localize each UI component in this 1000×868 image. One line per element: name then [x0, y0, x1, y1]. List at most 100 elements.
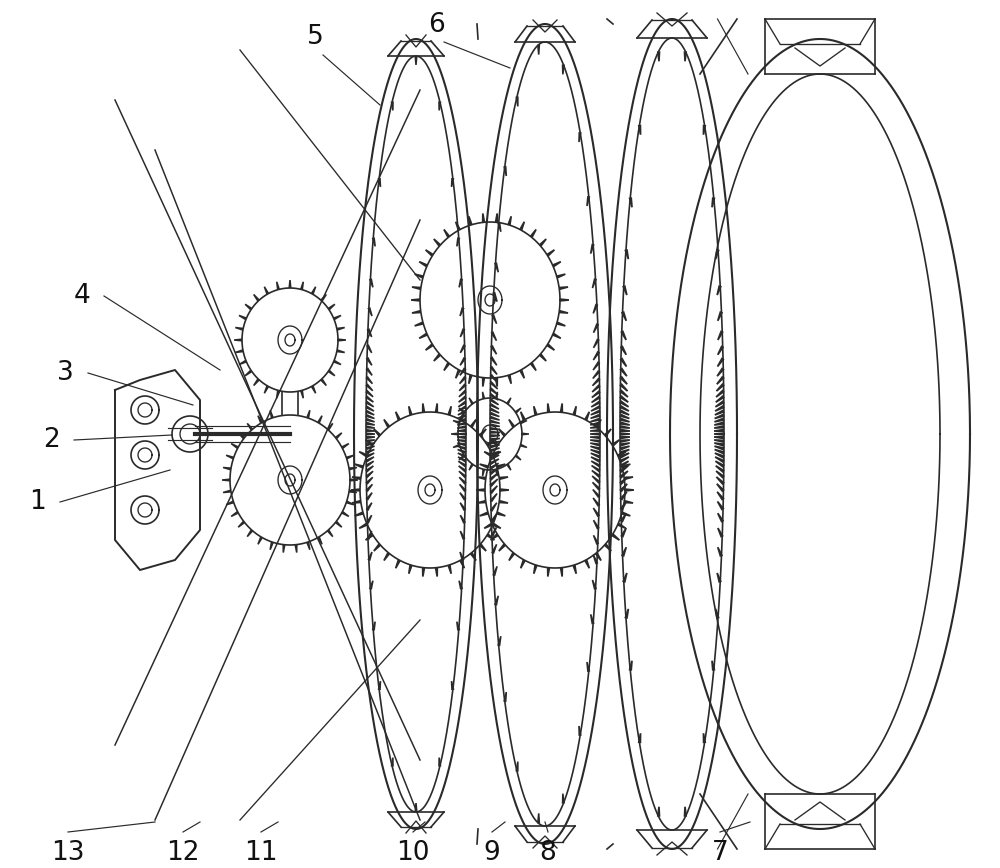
Polygon shape	[508, 419, 515, 428]
Polygon shape	[311, 286, 316, 294]
Polygon shape	[560, 404, 563, 412]
Polygon shape	[590, 421, 600, 425]
Polygon shape	[490, 419, 500, 424]
Polygon shape	[247, 529, 253, 537]
Polygon shape	[459, 503, 466, 511]
Polygon shape	[619, 465, 629, 473]
Text: 6: 6	[428, 12, 444, 38]
Polygon shape	[470, 552, 477, 561]
Polygon shape	[354, 464, 364, 469]
Text: 10: 10	[396, 840, 430, 866]
Polygon shape	[714, 445, 724, 450]
Polygon shape	[453, 420, 460, 424]
Polygon shape	[590, 425, 600, 429]
Text: 1: 1	[29, 489, 46, 515]
Polygon shape	[490, 331, 497, 341]
Polygon shape	[714, 429, 724, 432]
Polygon shape	[365, 367, 373, 376]
Polygon shape	[620, 445, 630, 450]
Polygon shape	[317, 536, 323, 545]
Polygon shape	[620, 528, 627, 537]
Polygon shape	[515, 407, 521, 414]
Polygon shape	[341, 443, 349, 449]
Polygon shape	[414, 321, 424, 326]
Polygon shape	[367, 328, 372, 338]
Polygon shape	[489, 472, 499, 481]
Polygon shape	[294, 544, 298, 553]
Polygon shape	[717, 345, 724, 355]
Polygon shape	[365, 384, 373, 391]
Polygon shape	[490, 431, 500, 434]
Polygon shape	[490, 416, 500, 421]
Polygon shape	[495, 378, 498, 387]
Polygon shape	[489, 374, 498, 383]
Polygon shape	[317, 415, 323, 424]
Polygon shape	[496, 464, 506, 469]
Text: 12: 12	[166, 840, 200, 866]
Polygon shape	[351, 488, 360, 492]
Polygon shape	[460, 345, 466, 353]
Polygon shape	[498, 543, 506, 552]
Polygon shape	[593, 535, 599, 545]
Polygon shape	[715, 456, 725, 464]
Polygon shape	[617, 523, 626, 529]
Polygon shape	[629, 661, 633, 671]
Polygon shape	[503, 692, 507, 702]
Polygon shape	[716, 491, 725, 501]
Polygon shape	[458, 405, 467, 411]
Polygon shape	[378, 178, 381, 187]
Polygon shape	[479, 511, 489, 516]
Polygon shape	[335, 521, 342, 528]
Polygon shape	[629, 197, 633, 207]
Polygon shape	[300, 281, 304, 290]
Polygon shape	[458, 465, 467, 472]
Polygon shape	[590, 429, 600, 432]
Polygon shape	[507, 216, 512, 226]
Polygon shape	[414, 803, 418, 812]
Polygon shape	[611, 533, 620, 541]
Polygon shape	[245, 370, 252, 377]
Polygon shape	[715, 460, 725, 468]
Polygon shape	[349, 490, 357, 493]
Polygon shape	[239, 315, 247, 320]
Polygon shape	[459, 483, 467, 492]
Polygon shape	[369, 279, 374, 287]
Polygon shape	[365, 452, 375, 458]
Polygon shape	[714, 449, 725, 455]
Polygon shape	[482, 214, 485, 222]
Polygon shape	[378, 681, 381, 690]
Polygon shape	[269, 542, 274, 550]
Polygon shape	[489, 393, 499, 401]
Polygon shape	[457, 432, 466, 436]
Polygon shape	[489, 403, 499, 410]
Polygon shape	[714, 442, 724, 447]
Polygon shape	[438, 102, 441, 110]
Polygon shape	[458, 457, 467, 463]
Polygon shape	[715, 404, 725, 412]
Polygon shape	[595, 552, 602, 561]
Polygon shape	[457, 442, 466, 446]
Polygon shape	[239, 359, 247, 365]
Polygon shape	[539, 239, 547, 247]
Polygon shape	[530, 229, 537, 238]
Polygon shape	[468, 464, 474, 470]
Polygon shape	[490, 533, 499, 541]
Polygon shape	[592, 580, 597, 590]
Polygon shape	[366, 515, 372, 523]
Polygon shape	[459, 559, 465, 569]
Polygon shape	[433, 353, 441, 362]
Polygon shape	[592, 370, 600, 379]
Polygon shape	[484, 450, 493, 457]
Polygon shape	[459, 307, 465, 316]
Polygon shape	[366, 414, 375, 419]
Polygon shape	[486, 533, 495, 541]
Polygon shape	[537, 44, 540, 55]
Polygon shape	[276, 390, 280, 398]
Polygon shape	[492, 566, 498, 576]
Polygon shape	[619, 470, 629, 479]
Polygon shape	[547, 404, 550, 412]
Polygon shape	[520, 411, 526, 421]
Polygon shape	[365, 465, 374, 472]
Polygon shape	[457, 418, 466, 423]
Polygon shape	[489, 398, 499, 405]
